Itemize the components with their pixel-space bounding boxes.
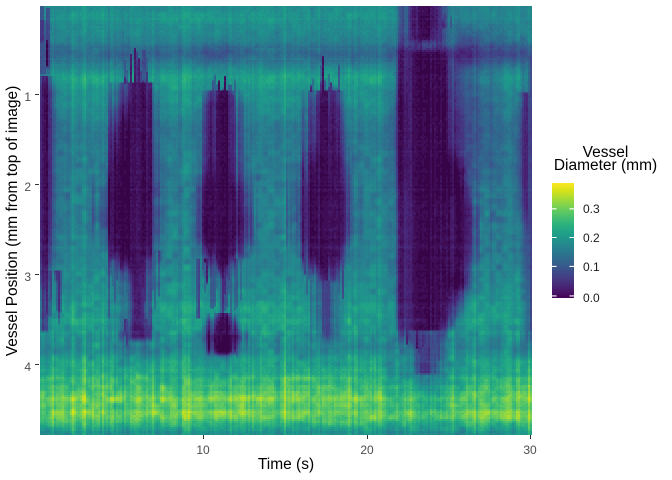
svg-text:Vessel Position (mm from top o: Vessel Position (mm from top of image) (4, 86, 21, 357)
